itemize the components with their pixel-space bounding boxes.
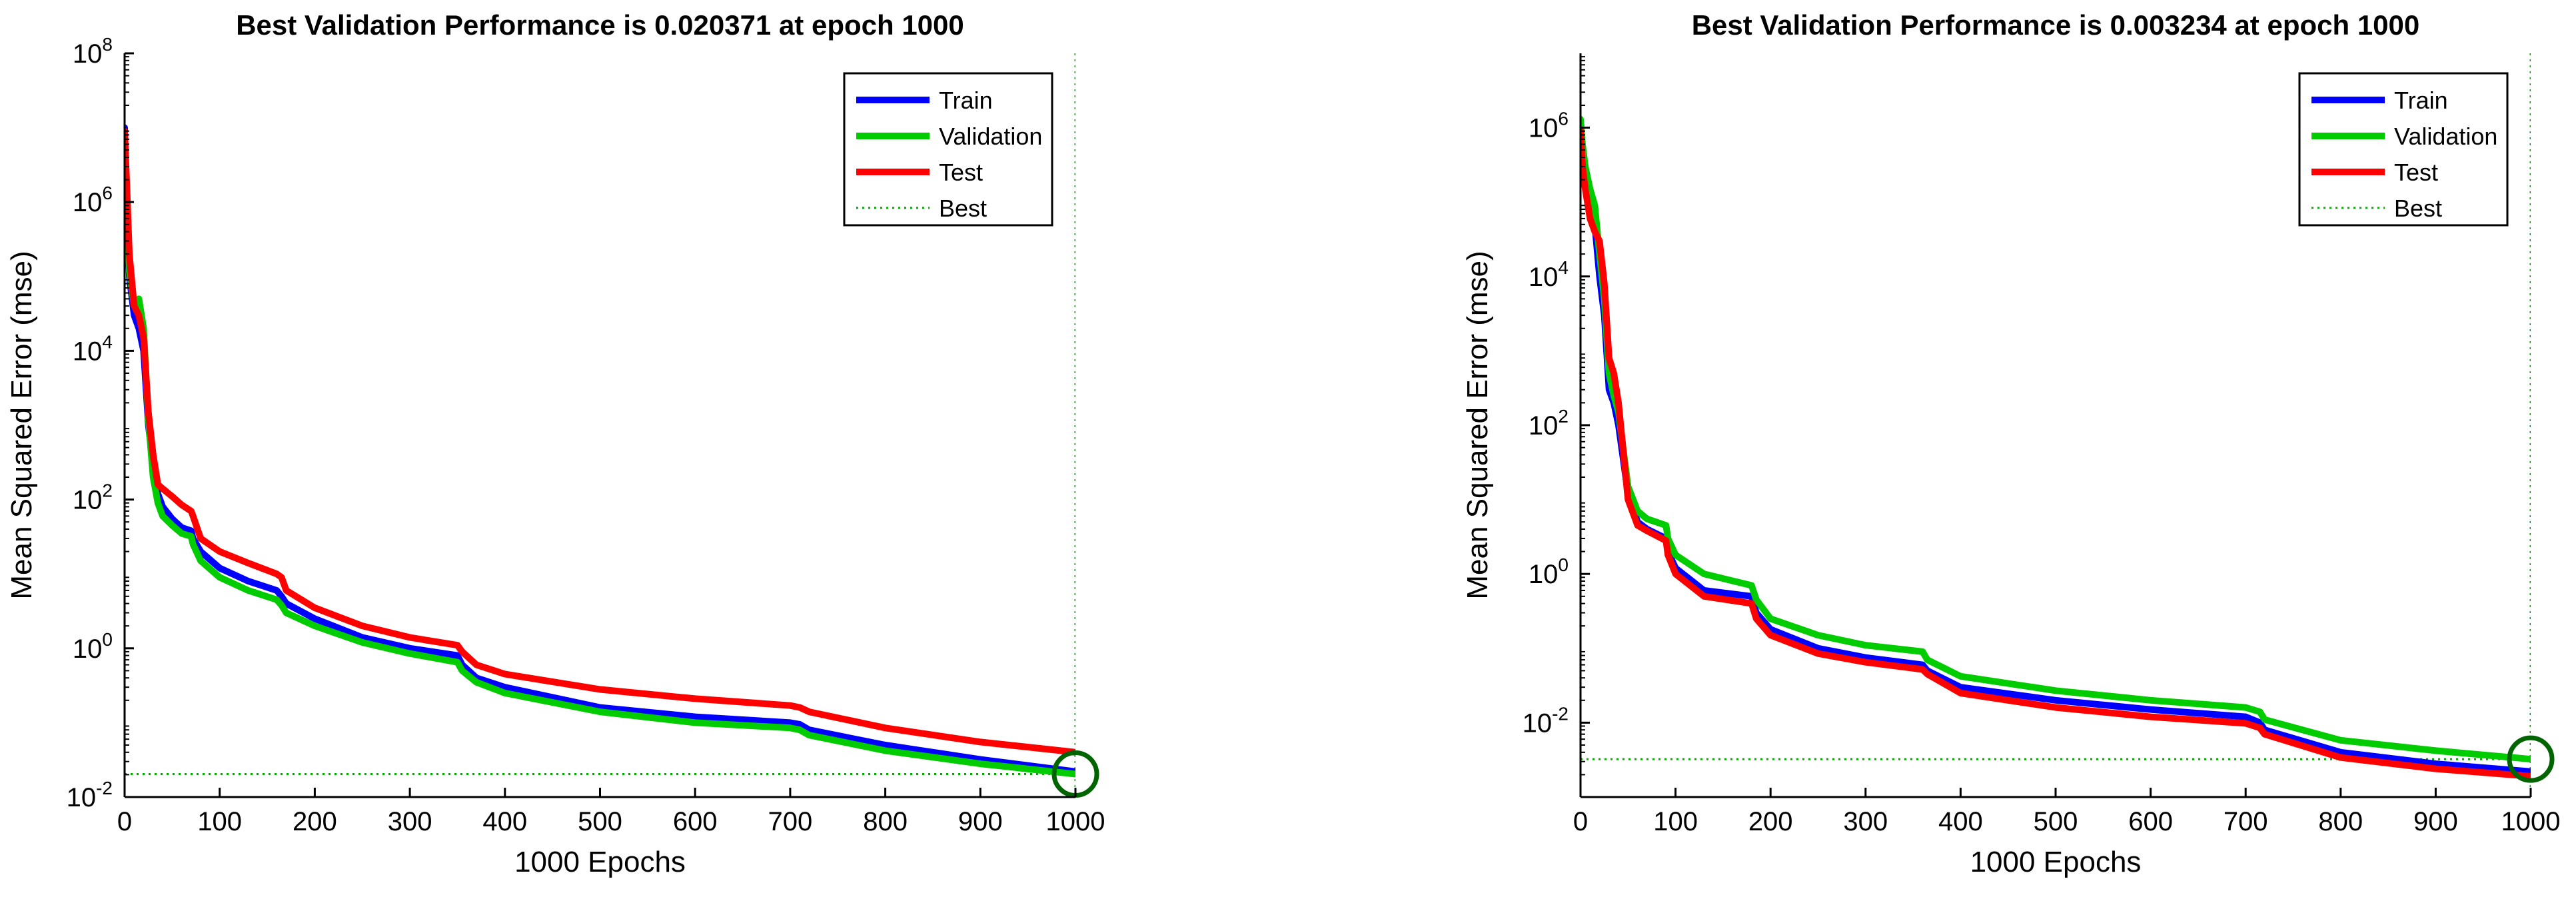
plot-area (1581, 53, 2531, 797)
series-line-validation (125, 131, 1075, 778)
y-tick-label: 10-2 (1523, 703, 1569, 738)
x-tick-label: 0 (1573, 807, 1588, 836)
y-tick-exponent: 8 (102, 34, 113, 55)
y-tick-exponent: 6 (1558, 109, 1569, 129)
y-tick-base: 10 (1529, 560, 1559, 589)
y-tick-label: 106 (73, 183, 113, 217)
x-tick-label: 400 (1938, 807, 1983, 836)
y-tick-exponent: -2 (1552, 703, 1569, 724)
x-tick-label: 0 (117, 807, 132, 836)
chart-title: Best Validation Performance is 0.003234 … (1692, 9, 2420, 41)
y-tick-base: 10 (1523, 708, 1553, 738)
y-tick-base: 10 (1529, 263, 1559, 292)
y-tick-base: 10 (1529, 114, 1559, 143)
legend-label-train: Train (2394, 87, 2448, 114)
y-axis-label: Mean Squared Error (mse) (5, 251, 38, 599)
y-axis-label: Mean Squared Error (mse) (1461, 251, 1494, 599)
y-tick-label: 100 (73, 629, 113, 664)
legend-label-test: Test (939, 159, 983, 186)
y-tick-exponent: 2 (102, 480, 113, 501)
y-tick-label: 106 (1529, 109, 1569, 143)
legend: Train Validation Test Best (843, 72, 1053, 227)
x-tick-label: 800 (2318, 807, 2363, 836)
x-tick-label: 300 (1843, 807, 1888, 836)
x-tick-label: 600 (673, 807, 718, 836)
legend: Train Validation Test Best (2298, 72, 2509, 227)
x-tick-label: 100 (197, 807, 242, 836)
x-axis-label: 1000 Epochs (1970, 846, 2142, 878)
y-tick-exponent: 6 (102, 183, 113, 203)
legend-label-best: Best (2394, 195, 2442, 222)
x-tick-label: 700 (2224, 807, 2268, 836)
x-tick-label: 900 (958, 807, 1003, 836)
x-axis-label: 1000 Epochs (514, 846, 686, 878)
y-tick-base: 10 (73, 39, 103, 69)
x-tick-label: 400 (482, 807, 527, 836)
y-tick-exponent: -2 (96, 778, 113, 798)
y-tick-label: 10-2 (67, 778, 113, 812)
y-tick-label: 102 (1529, 406, 1569, 441)
y-tick-exponent: 0 (102, 629, 113, 650)
series-line-test (125, 127, 1075, 756)
legend-label-validation: Validation (939, 123, 1042, 150)
series-line-test (1581, 127, 2531, 780)
x-tick-label: 500 (2034, 807, 2078, 836)
chart-left: Best Validation Performance is 0.020371 … (5, 9, 1105, 878)
chart-right: Best Validation Performance is 0.003234 … (1461, 9, 2560, 878)
y-tick-exponent: 0 (1558, 554, 1569, 575)
y-tick-base: 10 (73, 634, 103, 664)
y-tick-exponent: 4 (1558, 257, 1569, 278)
series-line-train (1581, 131, 2531, 775)
y-tick-base: 10 (73, 337, 103, 366)
y-tick-label: 100 (1529, 554, 1569, 589)
y-tick-base: 10 (1529, 411, 1559, 441)
x-tick-label: 200 (293, 807, 337, 836)
x-tick-label: 700 (768, 807, 813, 836)
legend-label-best: Best (939, 195, 987, 222)
x-tick-label: 900 (2413, 807, 2458, 836)
y-tick-label: 104 (73, 331, 113, 366)
y-tick-base: 10 (67, 783, 97, 812)
y-tick-label: 108 (73, 34, 113, 69)
x-tick-label: 1000 (2501, 807, 2561, 836)
y-tick-label: 104 (1529, 257, 1569, 292)
x-tick-label: 300 (388, 807, 432, 836)
chart-title: Best Validation Performance is 0.020371 … (236, 9, 964, 41)
y-tick-base: 10 (73, 188, 103, 217)
legend-label-validation: Validation (2394, 123, 2497, 150)
x-tick-label: 500 (578, 807, 622, 836)
legend-label-test: Test (2394, 159, 2438, 186)
y-tick-base: 10 (73, 486, 103, 515)
y-tick-exponent: 2 (1558, 406, 1569, 427)
y-tick-exponent: 4 (102, 331, 113, 352)
x-tick-label: 100 (1653, 807, 1698, 836)
x-tick-label: 800 (863, 807, 908, 836)
legend-label-train: Train (939, 87, 993, 114)
x-tick-label: 600 (2128, 807, 2173, 836)
x-tick-label: 200 (1748, 807, 1793, 836)
y-tick-label: 102 (73, 480, 113, 515)
best-marker (2507, 735, 2555, 783)
plot-area (125, 53, 1075, 797)
x-tick-label: 1000 (1046, 807, 1105, 836)
